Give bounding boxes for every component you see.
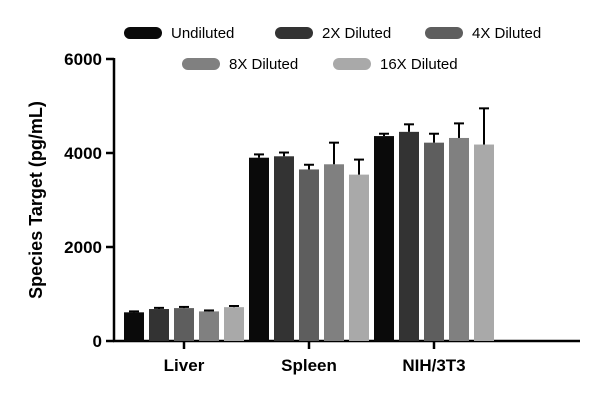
bar — [199, 311, 219, 341]
bar — [324, 164, 344, 341]
legend-swatch — [333, 58, 371, 70]
y-axis-title: Species Target (pg/mL) — [26, 101, 46, 299]
bars — [124, 107, 494, 341]
legend-swatch — [425, 27, 463, 39]
y-tick-label: 4000 — [64, 144, 102, 163]
legend-label: 8X Diluted — [229, 56, 298, 73]
y-tick-label: 0 — [93, 332, 102, 351]
bar — [249, 157, 269, 341]
bar — [224, 307, 244, 341]
y-tick-label: 6000 — [64, 50, 102, 69]
bar — [274, 156, 294, 341]
legend-label: 4X Diluted — [472, 25, 541, 42]
bar — [124, 312, 144, 341]
legend-swatch — [124, 27, 162, 39]
y-tick-label: 2000 — [64, 238, 102, 257]
x-tick-label: NIH/3T3 — [402, 356, 465, 375]
legend-label: Undiluted — [171, 25, 234, 42]
legend: Undiluted 2X Diluted 4X Diluted 8X Diluted 1… — [124, 25, 541, 73]
legend-label: 2X Diluted — [322, 25, 391, 42]
x-tick-label: Liver — [164, 356, 205, 375]
y-axis: 0 2000 4000 6000 — [64, 50, 116, 351]
bar — [474, 144, 494, 341]
legend-swatch — [182, 58, 220, 70]
bar — [174, 308, 194, 341]
bar — [299, 169, 319, 341]
bar — [349, 174, 369, 341]
x-axis: Liver Spleen NIH/3T3 — [113, 339, 580, 375]
bar — [399, 131, 419, 341]
bar — [374, 136, 394, 341]
bar — [449, 137, 469, 341]
x-tick-label: Spleen — [281, 356, 337, 375]
bar — [424, 142, 444, 341]
legend-label: 16X Diluted — [380, 56, 458, 73]
bar — [149, 309, 169, 341]
legend-swatch — [275, 27, 313, 39]
